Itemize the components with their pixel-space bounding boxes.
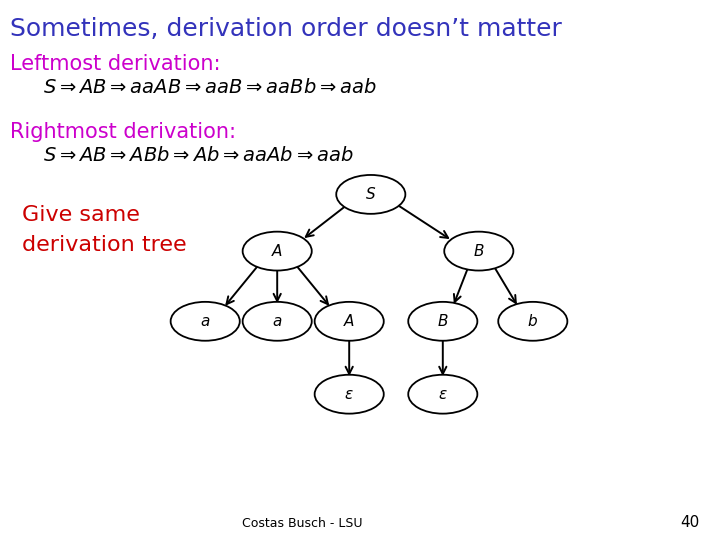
Text: Give same
derivation tree: Give same derivation tree <box>22 205 186 255</box>
Text: $b$: $b$ <box>527 313 539 329</box>
Ellipse shape <box>315 302 384 341</box>
Text: $\varepsilon$: $\varepsilon$ <box>344 387 354 402</box>
Text: $S \Rightarrow AB \Rightarrow ABb \Rightarrow Ab \Rightarrow aaAb \Rightarrow aa: $S \Rightarrow AB \Rightarrow ABb \Right… <box>43 146 354 165</box>
Text: $A$: $A$ <box>271 243 283 259</box>
Text: 40: 40 <box>680 515 700 530</box>
Ellipse shape <box>171 302 240 341</box>
Text: Leftmost derivation:: Leftmost derivation: <box>10 54 220 74</box>
Text: $B$: $B$ <box>473 243 485 259</box>
Ellipse shape <box>315 375 384 414</box>
Ellipse shape <box>444 232 513 271</box>
Text: Rightmost derivation:: Rightmost derivation: <box>10 122 236 141</box>
Ellipse shape <box>243 232 312 271</box>
Ellipse shape <box>408 375 477 414</box>
Ellipse shape <box>336 175 405 214</box>
Text: $A$: $A$ <box>343 313 355 329</box>
Text: $\varepsilon$: $\varepsilon$ <box>438 387 448 402</box>
Text: Costas Busch - LSU: Costas Busch - LSU <box>242 517 363 530</box>
Text: $S$: $S$ <box>365 186 377 202</box>
Text: Sometimes, derivation order doesn’t matter: Sometimes, derivation order doesn’t matt… <box>10 17 562 41</box>
Ellipse shape <box>408 302 477 341</box>
Text: $B$: $B$ <box>437 313 449 329</box>
Text: $a$: $a$ <box>200 314 210 329</box>
Text: $a$: $a$ <box>272 314 282 329</box>
Ellipse shape <box>498 302 567 341</box>
Ellipse shape <box>243 302 312 341</box>
Text: $S \Rightarrow AB \Rightarrow aaAB \Rightarrow aaB \Rightarrow aaBb \Rightarrow : $S \Rightarrow AB \Rightarrow aaAB \Righ… <box>43 78 377 97</box>
